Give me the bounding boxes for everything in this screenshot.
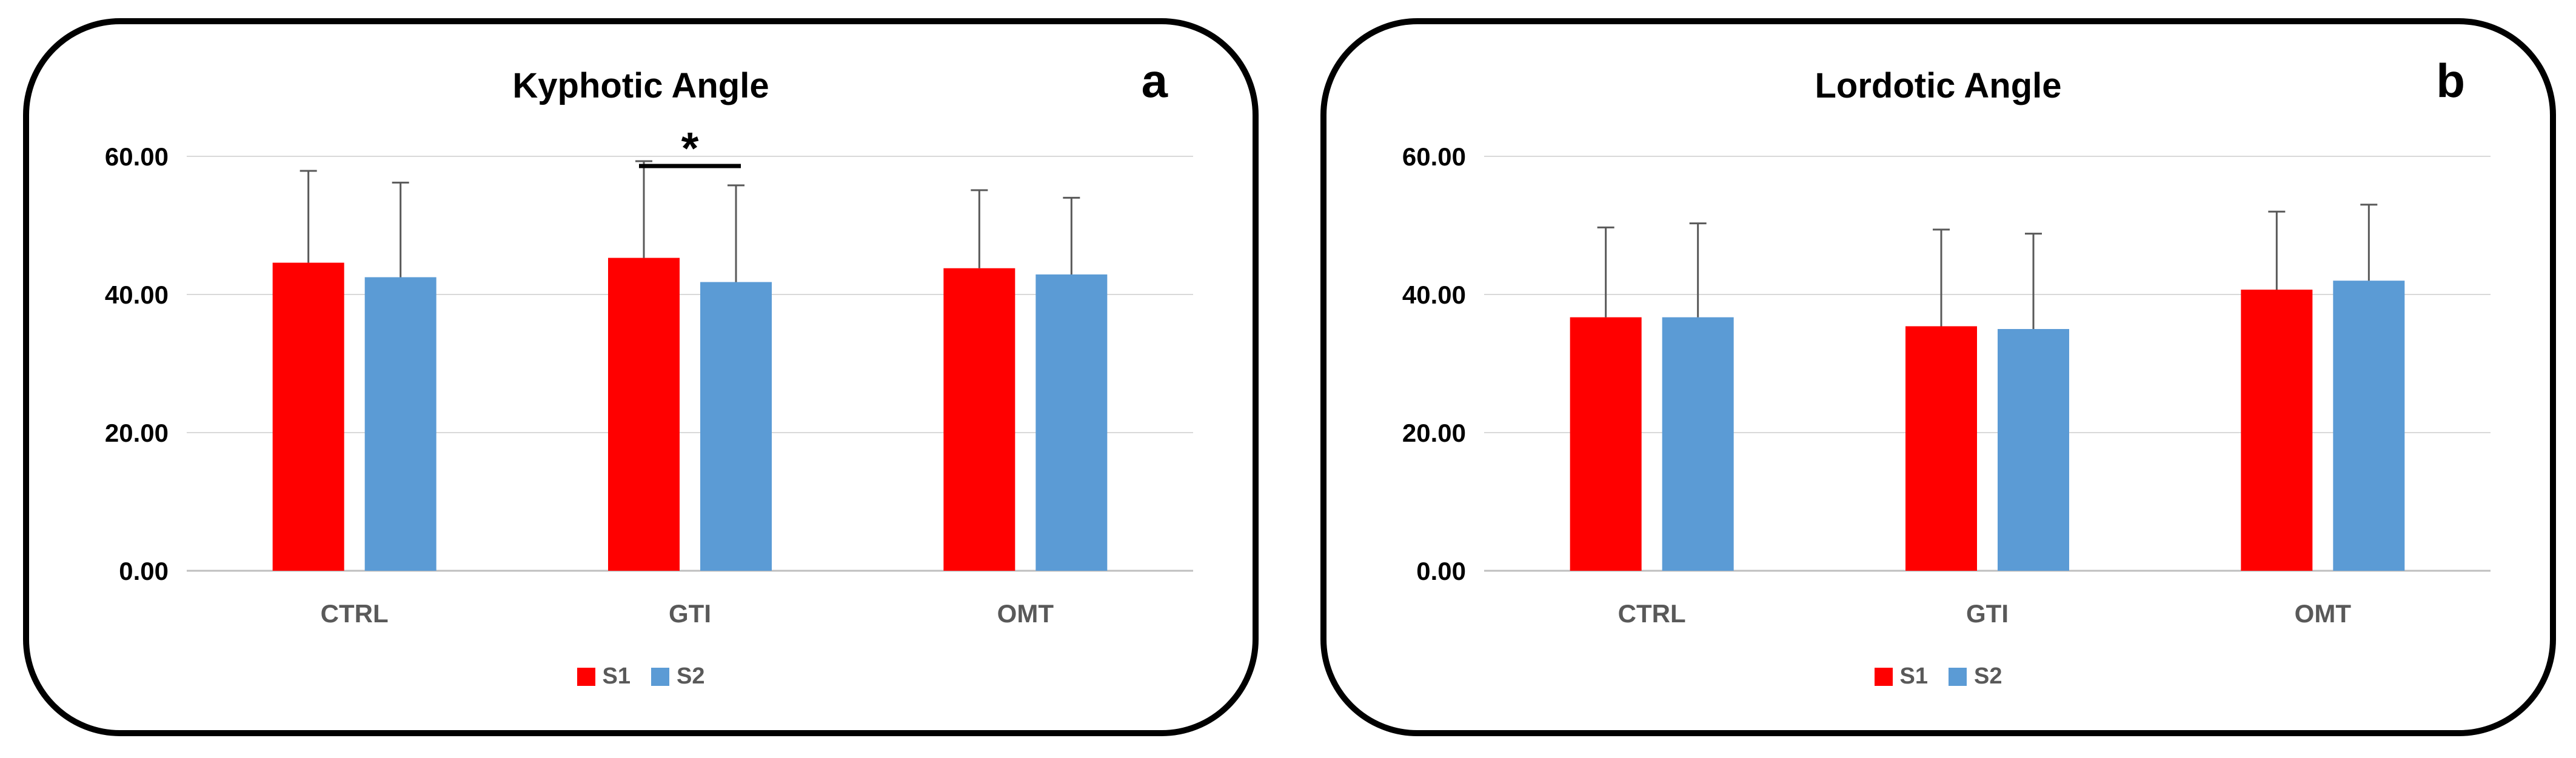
y-tick-label: 20.00 [1402, 419, 1466, 447]
y-tick-label: 60.00 [105, 142, 169, 171]
bar-s2 [2333, 281, 2405, 571]
bar-s1 [943, 268, 1015, 571]
chart-plot: 0.00 20.00 40.00 60.00 CTRL GTI OMT [1402, 142, 2491, 628]
legend-item-s1: S1 [1874, 663, 1928, 690]
bar-s1 [272, 262, 344, 571]
legend-swatch-s2 [651, 667, 669, 686]
bar-s2 [1662, 317, 1734, 571]
y-tick-label: 0.00 [119, 557, 169, 585]
chart-legend: S1 S2 [1326, 663, 2550, 690]
bar-s1 [1905, 326, 1977, 571]
panel-letter: a [1141, 54, 1168, 107]
legend-item-s1: S1 [577, 663, 631, 690]
bar-s2 [1035, 274, 1108, 571]
legend-swatch-s2 [1949, 667, 1967, 686]
legend-swatch-s1 [1874, 667, 1893, 686]
legend-label: S2 [677, 663, 705, 689]
x-tick-label: CTRL [1618, 599, 1686, 628]
y-tick-label: 60.00 [1402, 142, 1466, 171]
chart-title: Lordotic Angle [1815, 66, 2062, 105]
legend-item-s2: S2 [1949, 663, 2002, 690]
chart-title: Kyphotic Angle [512, 66, 769, 105]
bar-s2 [364, 277, 437, 571]
y-tick-label: 0.00 [1416, 557, 1466, 585]
legend-label: S1 [602, 663, 631, 689]
legend-item-s2: S2 [651, 663, 704, 690]
x-tick-label: CTRL [321, 599, 389, 628]
chart-panel-kyphotic: Kyphotic Angle a 0.00 20.00 40.00 60.00 CTRL… [23, 18, 1259, 736]
bar-s1 [608, 258, 680, 571]
x-tick-label: GTI [669, 599, 711, 628]
legend-swatch-s1 [577, 667, 595, 686]
panel-letter: b [2436, 54, 2465, 107]
y-tick-label: 40.00 [105, 281, 169, 309]
chart-plot: 0.00 20.00 40.00 60.00 CTRL GTI OMT * [105, 123, 1193, 628]
bar-s1 [2241, 290, 2313, 571]
chart-legend: S1 S2 [29, 663, 1253, 690]
x-tick-label: OMT [2295, 599, 2352, 628]
y-tick-label: 40.00 [1402, 281, 1466, 309]
chart-panel-lordotic: Lordotic Angle b 0.00 20.00 40.00 60.00 CTRL… [1320, 18, 2556, 736]
significance-marker: * [681, 123, 699, 173]
x-tick-label: GTI [1966, 599, 2009, 628]
y-tick-label: 20.00 [105, 419, 169, 447]
bar-s1 [1570, 317, 1642, 571]
bar-s2 [700, 282, 772, 571]
legend-label: S1 [1899, 663, 1928, 689]
x-tick-label: OMT [997, 599, 1054, 628]
bar-s2 [1998, 329, 2069, 571]
legend-label: S2 [1974, 663, 2002, 689]
